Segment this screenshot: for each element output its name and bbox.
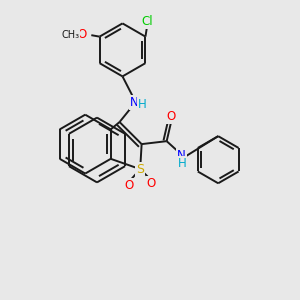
Text: O: O (167, 110, 176, 123)
Text: O: O (78, 28, 87, 41)
Text: O: O (147, 177, 156, 190)
Text: CH₃: CH₃ (61, 30, 79, 40)
Text: O: O (124, 179, 134, 192)
Text: Cl: Cl (141, 15, 153, 28)
Text: N: N (177, 149, 186, 162)
Text: H: H (138, 98, 147, 111)
Text: H: H (178, 157, 186, 170)
Text: N: N (130, 96, 139, 110)
Text: S: S (136, 163, 144, 176)
